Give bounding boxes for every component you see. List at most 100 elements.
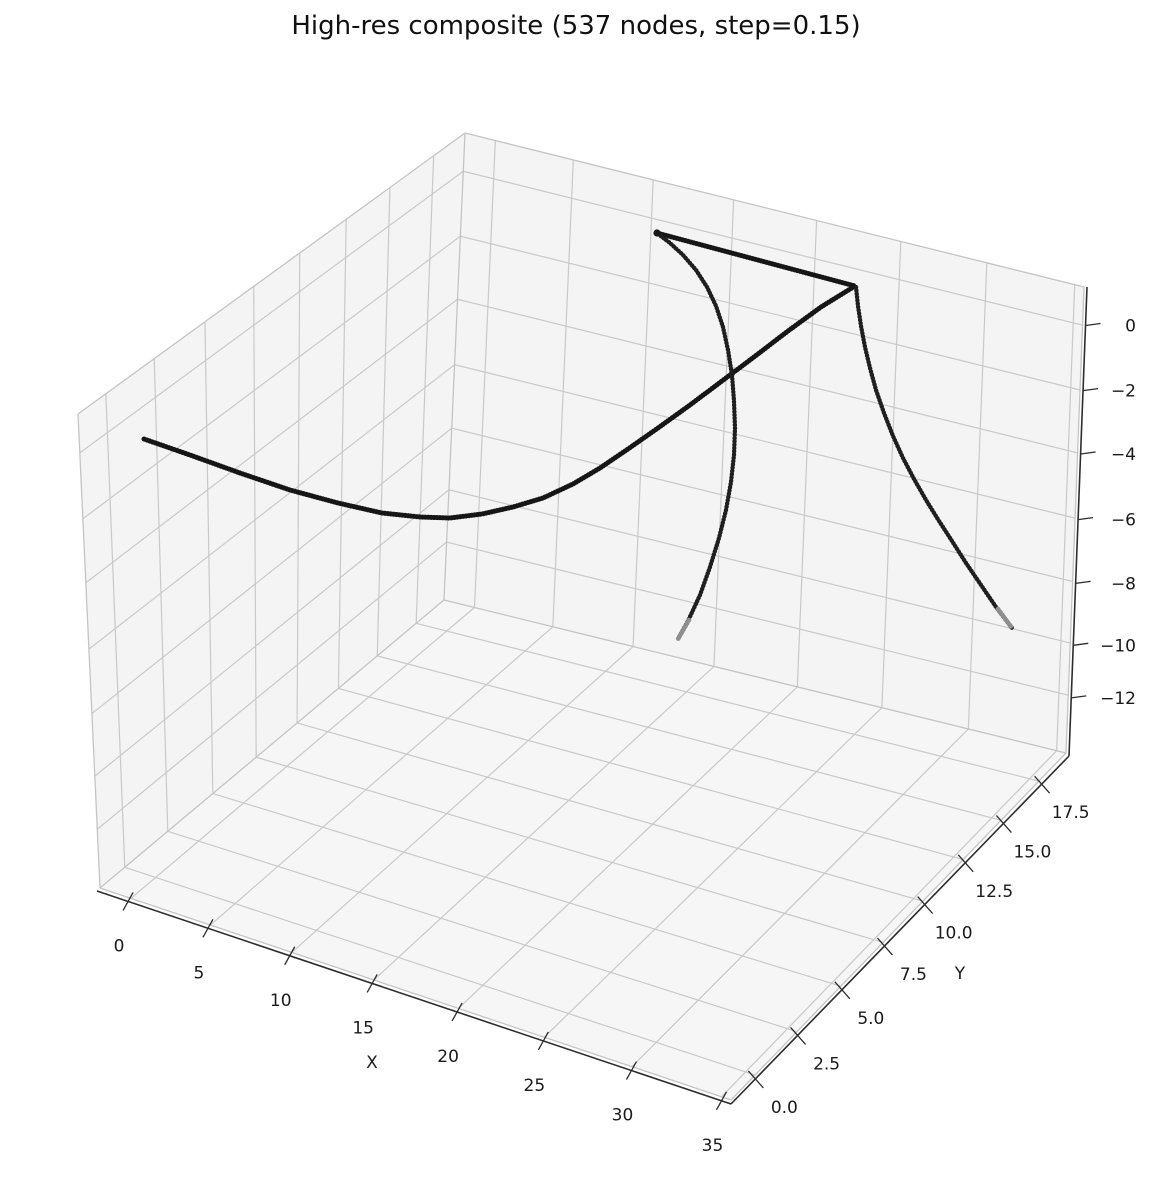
x-tick — [537, 1031, 549, 1051]
x-tick — [366, 974, 378, 993]
x-tick-label: 20 — [437, 1047, 459, 1067]
grid-y-wall-line — [415, 155, 435, 624]
grid-y-floor-line — [212, 792, 842, 987]
y-tick — [834, 981, 851, 1000]
grid-y-floor-line — [296, 722, 924, 902]
grid-x-floor-line — [721, 750, 1058, 1098]
z-tick-label: −2 — [1111, 382, 1136, 402]
axis-label-x: X — [366, 1053, 378, 1073]
axis-y-line — [730, 755, 1070, 1105]
x-tick-label: 10 — [270, 991, 292, 1011]
x-tick — [202, 918, 214, 938]
pane-edge — [99, 887, 732, 1101]
grid-x-floor-line — [210, 626, 554, 926]
grid-x-wall-line — [881, 241, 902, 708]
y-tick-label: 17.5 — [1052, 803, 1090, 823]
axis-label-y: Y — [954, 964, 966, 984]
y-tick — [995, 815, 1012, 833]
pane-edge — [1065, 286, 1085, 754]
axis-z-line — [1068, 286, 1088, 757]
pane-edge — [464, 132, 1085, 288]
y-tick-label: 5.0 — [857, 1009, 884, 1029]
chart-title: High-res composite (537 nodes, step=0.15… — [291, 11, 861, 41]
y-tick — [747, 1070, 764, 1089]
y-tick — [1034, 775, 1051, 794]
pane-floor — [100, 600, 1066, 1100]
grid-x-wall-line — [713, 199, 735, 667]
grid-y-wall-line — [253, 286, 257, 758]
grid-y-floor-line — [256, 756, 884, 944]
x-tick — [122, 892, 134, 911]
grid-y-wall-line — [105, 393, 126, 868]
pane-edge — [443, 132, 466, 601]
y-tick — [917, 896, 934, 915]
panes — [78, 133, 1084, 1100]
y-tick — [876, 937, 893, 956]
z-tick — [1075, 580, 1091, 585]
y-tick-label: 15.0 — [1013, 843, 1051, 863]
curve-back-branch — [655, 231, 738, 642]
x-tick — [715, 1091, 728, 1111]
y-tick-label: 0.0 — [771, 1098, 798, 1118]
z-tick — [1085, 322, 1101, 327]
grid-y-floor-line — [377, 655, 1002, 821]
z-tick — [1071, 695, 1087, 699]
x-tick-label: 15 — [352, 1018, 374, 1038]
z-tick-label: −10 — [1100, 636, 1136, 656]
z-tick — [1080, 451, 1096, 455]
pane-edge — [730, 752, 1067, 1101]
curve-top-chord — [654, 230, 858, 289]
grid-x-wall-line — [967, 262, 988, 730]
x-tick-label: 30 — [612, 1106, 634, 1126]
grid-y-wall-line — [337, 219, 347, 689]
grid-y-wall-line — [376, 187, 391, 656]
x-tick — [284, 946, 296, 966]
grid-y-wall-line — [204, 321, 214, 794]
y-tick — [790, 1027, 807, 1045]
grid-x-floor-line — [373, 665, 715, 981]
z-tick — [1082, 388, 1099, 392]
pane-edge — [443, 599, 1067, 754]
grid-y-wall-line — [296, 252, 301, 723]
z-tick — [1073, 642, 1089, 646]
z-tick-label: −6 — [1111, 511, 1136, 531]
grid-x-floor-line — [291, 646, 634, 953]
grid-y-wall-line — [153, 358, 169, 832]
grid-y-floor-line — [338, 687, 964, 861]
pane-edge — [77, 132, 466, 415]
z-tick-label: −4 — [1111, 445, 1136, 465]
grid-x-floor-line — [631, 728, 969, 1068]
grid-x-wall-line — [552, 159, 574, 627]
curves — [141, 229, 1015, 642]
pane-right-wall — [444, 133, 1084, 753]
z-tick-label: −8 — [1111, 574, 1136, 594]
grid-y-floor-line — [167, 830, 798, 1033]
grid-x-wall-line — [632, 179, 654, 647]
grid-y-floor-line — [124, 866, 756, 1076]
z-tick-label: 0 — [1125, 316, 1136, 336]
curve-main-sweep — [141, 283, 858, 521]
pane-edges — [77, 132, 1085, 1101]
grid-x-wall-line — [796, 220, 818, 687]
grid-x-floor-line — [457, 686, 798, 1009]
curve-tip-right-branch-tip — [995, 606, 1015, 631]
z-tick — [1077, 516, 1094, 521]
grid-x-wall-line — [1056, 284, 1076, 751]
y-tick-label: 12.5 — [975, 882, 1013, 902]
y-tick-label: 7.5 — [900, 965, 927, 985]
grid-x-wall-line — [473, 140, 496, 608]
curve-right-branch — [853, 284, 1015, 631]
x-tick-label: 0 — [114, 936, 125, 956]
y-tick-label: 2.5 — [813, 1054, 840, 1074]
grid-x-floor-line — [130, 607, 475, 899]
curve-tip-back-branch-tip — [675, 617, 692, 642]
y-tick-label: 10.0 — [935, 924, 973, 944]
x-tick — [451, 1002, 463, 1022]
curve-endpoint-dot — [653, 229, 661, 237]
axis-x-line — [96, 890, 732, 1105]
grid-y-floor-line — [415, 622, 1040, 782]
x-tick-label: 35 — [702, 1136, 724, 1156]
ticks-and-labels: 0 5 10 15 20 25 30 35 0.0 2.5 5.0 7.5 10.0 12.515.017… — [114, 316, 1136, 1155]
